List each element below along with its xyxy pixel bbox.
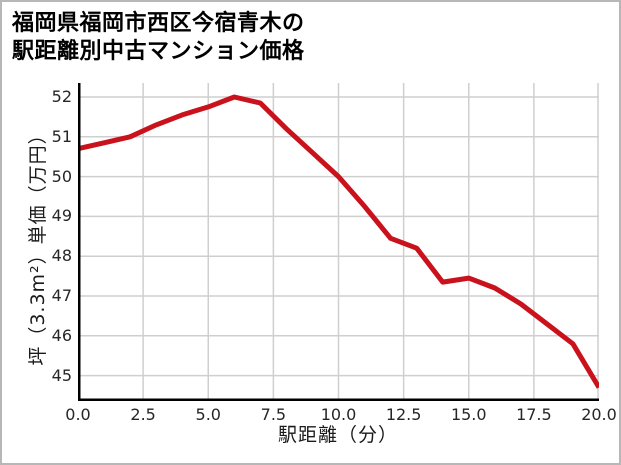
y-tick-label: 46 xyxy=(51,325,72,345)
price-line-series xyxy=(78,94,599,389)
x-tick-label: 2.5 xyxy=(130,405,156,424)
chart-title: 福岡県福岡市西区今宿青木の 駅距離別中古マンション価格 xyxy=(12,10,305,66)
x-axis-label: 駅距離（分） xyxy=(277,424,398,446)
y-tick-label: 51 xyxy=(51,126,72,146)
chart-title-line1: 福岡県福岡市西区今宿青木の xyxy=(12,11,305,36)
x-tick-label: 17.5 xyxy=(516,405,552,424)
y-tick-label: 50 xyxy=(51,166,72,186)
y-tick-label: 45 xyxy=(51,365,72,385)
x-tick-label: 12.5 xyxy=(385,405,422,424)
y-tick-label: 52 xyxy=(51,87,72,106)
x-tick-label: 7.5 xyxy=(260,405,287,424)
x-tick-label: 10.0 xyxy=(320,405,357,424)
x-tick-label: 15.0 xyxy=(450,405,487,424)
y-tick-label: 49 xyxy=(51,206,72,226)
chart-title-line2: 駅距離別中古マンション価格 xyxy=(12,39,305,64)
x-tick-label: 5.0 xyxy=(195,405,221,424)
x-tick-label: 0.0 xyxy=(65,405,91,424)
x-tick-label: 20.0 xyxy=(581,405,617,424)
y-tick-label: 48 xyxy=(51,246,72,266)
plot-area xyxy=(78,83,599,401)
y-axis-label: 坪（3.3m²）単価（万円） xyxy=(27,124,49,366)
y-tick-label: 47 xyxy=(51,286,72,305)
